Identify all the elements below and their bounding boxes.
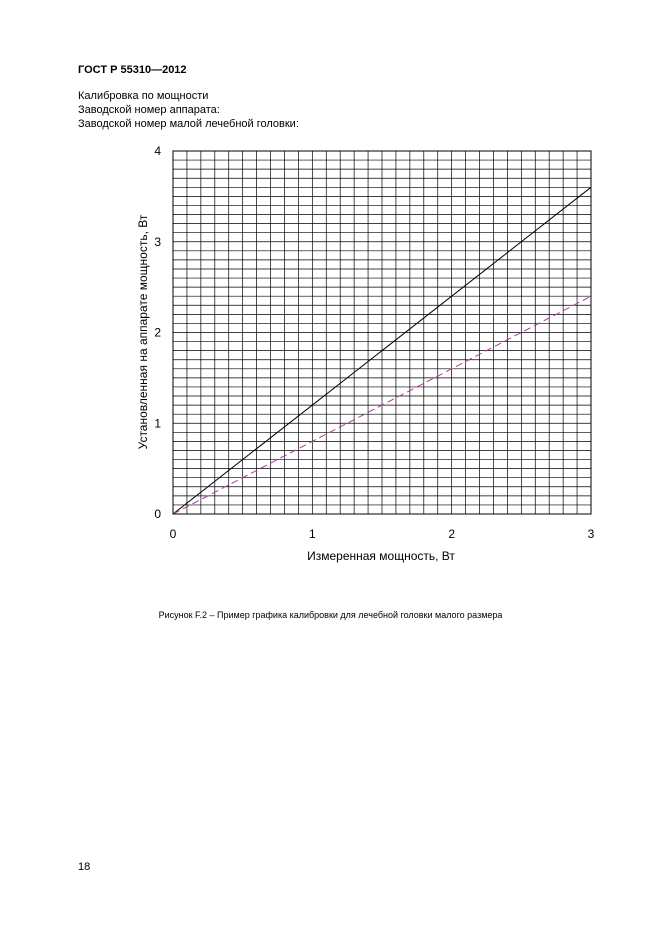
y-axis-label: Установленная на аппарате мощность, Вт: [136, 214, 150, 449]
header-line-head-serial: Заводской номер малой лечебной головки:: [78, 118, 299, 130]
calibration-chart: 0 1 2 3 0 1 2 3 4 Измеренная мощность, Вт Устано…: [136, 144, 595, 563]
header-line-device-serial: Заводской номер аппарата:: [78, 104, 220, 116]
x-tick-label: 0: [170, 527, 177, 541]
standard-number: ГОСТ Р 55310—2012: [78, 64, 187, 76]
series-line-1: [172, 186, 592, 515]
y-tick-label: 2: [154, 326, 161, 340]
chart-axes: 0 1 2 3 0 1 2 3 4: [154, 144, 594, 541]
chart-series: [172, 186, 592, 515]
y-tick-label: 1: [154, 416, 161, 430]
series-line-2: [172, 295, 592, 515]
chart-grid: [172, 150, 592, 515]
figure-caption: Рисунок F.2 – Пример графика калибровки …: [158, 610, 503, 620]
y-tick-label: 0: [154, 507, 161, 521]
y-tick-label: 4: [154, 144, 161, 158]
y-tick-label: 3: [154, 235, 161, 249]
x-tick-label: 1: [309, 527, 316, 541]
plot-frame: [172, 150, 592, 515]
page-number: 18: [78, 861, 91, 873]
x-tick-label: 2: [448, 527, 455, 541]
header-line-calibration: Калибровка по мощности: [78, 90, 209, 102]
x-tick-label: 3: [588, 527, 595, 541]
x-axis-label: Измеренная мощность, Вт: [307, 549, 455, 563]
